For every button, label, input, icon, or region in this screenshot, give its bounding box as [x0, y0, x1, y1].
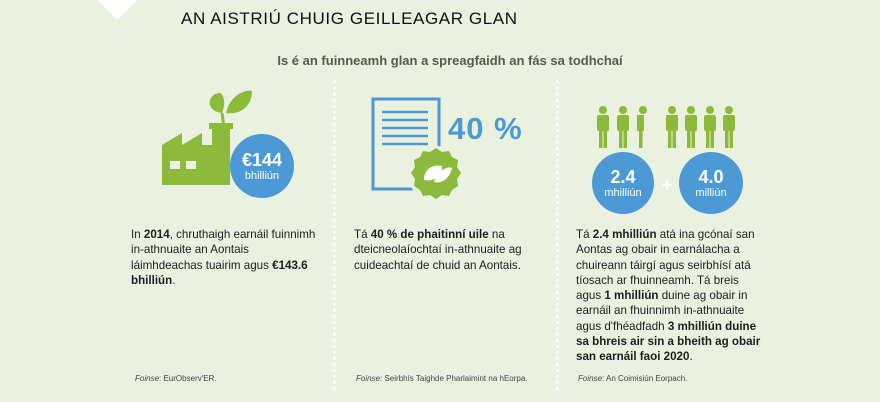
people-group-icon — [597, 106, 735, 148]
jobs-future-value: 4.0 — [698, 167, 724, 187]
jobs-current-value: 2.4 — [610, 167, 636, 187]
plus-sign: + — [662, 175, 673, 195]
column-divider — [556, 80, 559, 390]
document-leaf-seal-icon — [371, 97, 464, 202]
column-divider — [333, 80, 336, 390]
patents-source: Foinse: Seirbhís Taighde Pharlaimint na … — [356, 374, 528, 383]
header-notch — [97, 0, 137, 20]
jobs-future-badge: 4.0 milliún — [679, 152, 743, 214]
revenue-badge-value: €144 — [241, 150, 283, 170]
page-title: AN AISTRIÚ CHUIG GEILLEAGAR GLAN — [181, 9, 518, 28]
revenue-badge-unit: bhilliún — [244, 170, 280, 182]
jobs-future-unit: milliún — [695, 187, 727, 199]
jobs-current-badge: 2.4 mhilliún — [592, 152, 654, 214]
revenue-text: In 2014, chruthaigh earnáil fuinnimh in-… — [131, 228, 316, 287]
revenue-badge: €144 bhilliún — [230, 134, 294, 198]
patents-text: Tá 40 % de phaitinní uile na dteicneolaí… — [354, 228, 522, 272]
patents-percent: 40 % — [448, 111, 523, 146]
jobs-current-unit: mhilliún — [604, 187, 642, 199]
revenue-source: Foinse: EurObserv'ER. — [135, 374, 217, 383]
factory-sprout-icon — [162, 90, 252, 185]
jobs-source: Foinse: An Coimisiún Eorpach. — [578, 374, 688, 383]
page-subtitle: Is é an fuinneamh glan a spreagfaidh an … — [277, 53, 623, 68]
jobs-text: Tá 2.4 mhilliún atá ina gcónaí san Aonta… — [576, 228, 761, 364]
